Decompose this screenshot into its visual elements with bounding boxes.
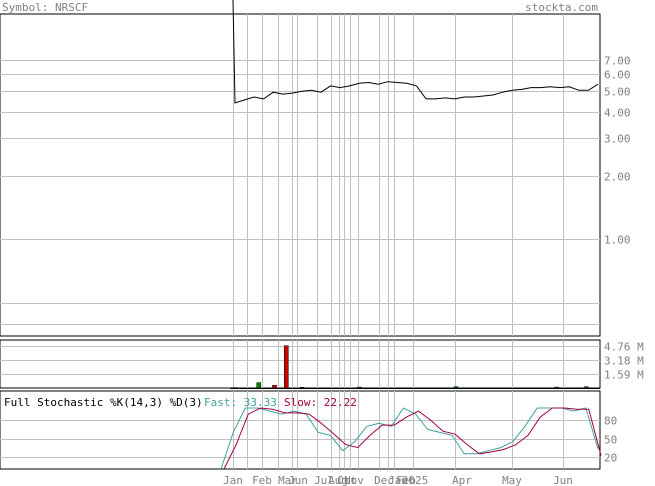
stochastic-fast-line <box>220 407 599 470</box>
x-axis-label: Apr <box>452 474 472 486</box>
stochastic-tick-labels: 80 50 20 <box>604 415 617 465</box>
volume-bar <box>357 386 362 389</box>
price-tick-label: 6.00 <box>604 69 631 82</box>
x-axis-label: Mar <box>278 474 298 486</box>
volume-bar <box>256 382 261 389</box>
price-tick-label: 2.00 <box>604 171 631 184</box>
x-axis-label: Nov <box>344 474 364 486</box>
x-axis-label: Dec <box>374 474 394 486</box>
x-axis-label: Jul <box>314 474 334 486</box>
volume-gridlines <box>0 340 600 388</box>
volume-bar <box>284 345 289 389</box>
volume-bar <box>453 386 459 389</box>
volume-bar <box>554 386 559 389</box>
x-axis-label: Aug <box>328 474 348 486</box>
price-tick-label: 4.00 <box>604 107 631 120</box>
stochastic-panel: 80 50 20 Full Stochastic %K(14,3) %D(3) Fa… <box>0 390 617 470</box>
price-panel: 7.006.00 5.00 4.00 3.00 2.00 1.00 <box>0 0 631 337</box>
x-axis-label: Feb <box>396 474 416 486</box>
volume-tick-label: 1.59 M <box>604 369 644 382</box>
stochastic-slow-legend: Slow: 22.22 <box>284 396 357 409</box>
site-label: stockta.com <box>525 1 598 14</box>
stochastic-tick-label: 20 <box>604 452 617 465</box>
stochastic-slow-line <box>223 407 602 470</box>
symbol-label: Symbol: NRSCF <box>2 1 88 14</box>
volume-tick-labels: 4.76 M3.18 M1.59 M <box>604 341 644 382</box>
x-axis-label: Jun <box>288 474 308 486</box>
x-axis-label: Feb <box>252 474 272 486</box>
x-axis-label: Jan <box>388 474 408 486</box>
price-tick-label: 7.00 <box>604 55 631 68</box>
price-line <box>232 0 599 104</box>
volume-bar <box>272 385 277 389</box>
stochastic-fast-legend: Fast: 33.33 <box>204 396 277 409</box>
x-axis-label: Jun <box>553 474 573 486</box>
volume-bar <box>583 386 589 389</box>
volume-tick-label: 4.76 M <box>604 341 644 354</box>
x-axis-label: May <box>502 474 522 486</box>
price-tick-label: 5.00 <box>604 86 631 99</box>
price-panel-frame <box>0 13 601 337</box>
x-axis-label: Jan <box>223 474 243 486</box>
price-tick-label: 1.00 <box>604 234 631 247</box>
stochastic-panel-frame <box>0 390 601 470</box>
stochastic-tick-label: 80 <box>604 415 617 428</box>
x-axis-label: Oct <box>337 474 357 486</box>
x-axis-label: 2025 <box>402 474 429 486</box>
price-gridlines <box>0 14 600 336</box>
volume-bar <box>299 387 305 389</box>
volume-tick-label: 3.18 M <box>604 355 644 368</box>
stochastic-gridlines <box>0 391 600 469</box>
stochastic-title: Full Stochastic %K(14,3) %D(3) <box>4 396 203 409</box>
price-tick-label: 3.00 <box>604 133 631 146</box>
volume-panel: 4.76 M3.18 M1.59 M <box>0 339 644 389</box>
price-tick-labels: 7.006.00 5.00 4.00 3.00 2.00 1.00 <box>604 55 631 247</box>
stochastic-tick-label: 50 <box>604 434 617 447</box>
